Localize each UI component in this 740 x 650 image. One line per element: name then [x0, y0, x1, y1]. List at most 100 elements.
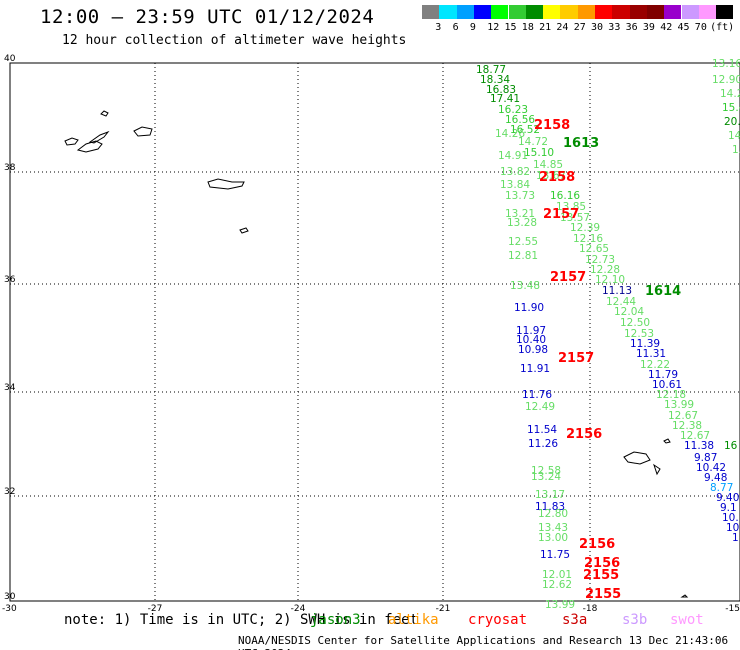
swh-value-label: 16.52 — [510, 124, 540, 136]
swh-value-label: 9.87 — [694, 452, 717, 464]
swh-value-label: 12.65 — [579, 243, 609, 255]
legend-label: 70 — [694, 22, 707, 33]
swh-value-label: 11.83 — [535, 501, 565, 513]
swh-value-label: 16.56 — [505, 114, 535, 126]
latitude-label: 34 — [4, 383, 16, 393]
pass-time-label: 2158 — [539, 170, 575, 185]
satellite-altika-label: altika — [388, 612, 439, 628]
legend-swatch — [629, 5, 647, 19]
legend-label: 30 — [591, 22, 604, 33]
swh-value-label: 12.18 — [656, 389, 686, 401]
latitude-label: 30 — [4, 592, 16, 602]
swh-value-label: 12.01 — [542, 569, 572, 581]
pass-time-label: 2156 — [566, 427, 602, 442]
island-outline — [623, 451, 651, 465]
pass-time-label: 2156 — [579, 537, 615, 552]
latitude-label: 40 — [4, 54, 16, 64]
swh-value-label: 13.99 — [664, 399, 694, 411]
legend-swatch — [577, 5, 595, 19]
swh-value-label: 12.80 — [538, 508, 568, 520]
swh-value-label: 18.77 — [476, 64, 506, 76]
swh-value-label: 12.62 — [542, 579, 572, 591]
swh-value-label: 10.61 — [652, 379, 682, 391]
swh-value-label: 13.48 — [510, 280, 540, 292]
swh-value-label: 11.97 — [516, 325, 546, 337]
legend-swatch — [595, 5, 613, 19]
land-outlines — [64, 110, 689, 598]
swh-value-label: 12.04 — [614, 306, 644, 318]
swh-value-label: 11.26 — [528, 438, 558, 450]
legend-unit: (ft) — [710, 22, 735, 33]
latitude-label: 38 — [4, 163, 16, 173]
legend-swatch — [646, 5, 665, 19]
legend-swatch — [681, 5, 699, 19]
credit-footer: NOAA/NESDIS Center for Satellite Applica… — [238, 634, 729, 650]
map-frame — [9, 62, 740, 602]
swh-value-label: 13.17 — [535, 489, 565, 501]
satellite-swot-label: swot — [670, 612, 704, 628]
swh-value-label: 13.16 — [712, 58, 740, 70]
swh-value-label: 15.10 — [524, 147, 554, 159]
swh-value-label: 12.16 — [573, 233, 603, 245]
island-outline — [76, 140, 103, 153]
satellite-s3b-label: s3b — [622, 612, 648, 628]
swh-value-label: 11.91 — [520, 363, 550, 375]
swh-value-label: 13.00 — [538, 532, 568, 544]
swh-value-label: 1 — [732, 532, 739, 544]
swh-value-label: 10. — [722, 512, 739, 524]
swh-observations: 18.7718.3416.8317.4116.2316.5614.2616.52… — [476, 58, 740, 611]
legend-label: 27 — [573, 22, 586, 33]
legend-swatch — [560, 5, 578, 19]
pass-time-label: 1614 — [645, 284, 681, 299]
swh-value-label: 12.10 — [595, 274, 625, 286]
swh-value-label: 11.13 — [602, 285, 632, 297]
swh-value-label: 14.2 — [720, 88, 740, 100]
legend-label: 21 — [539, 22, 552, 33]
legend-label: 6 — [452, 22, 459, 33]
swh-value-label: 12.28 — [590, 264, 620, 276]
pass-time-label: 2157 — [543, 207, 579, 222]
swh-value-label: 9.1 — [720, 502, 737, 514]
swh-value-label: 12.44 — [606, 296, 636, 308]
island-outline — [100, 110, 109, 117]
swh-value-label: 14.91 — [498, 150, 528, 162]
longitude-label: -21 — [436, 604, 451, 614]
swh-value-label: 12.53 — [624, 328, 654, 340]
swh-value-label: 13.99 — [545, 599, 575, 611]
swh-value-label: 12.73 — [585, 254, 615, 266]
swh-value-label: 13.28 — [507, 217, 537, 229]
swh-value-label: 12.49 — [525, 401, 555, 413]
longitude-label: -15 — [725, 604, 740, 614]
legend-label: 15 — [504, 22, 517, 33]
legend-label: 36 — [625, 22, 638, 33]
legend-label: 3 — [435, 22, 442, 33]
legend-swatch — [473, 5, 492, 19]
swh-value-label: 13.57 — [560, 212, 590, 224]
longitude-label: -24 — [291, 604, 306, 614]
swh-value-label: 12.67 — [680, 430, 710, 442]
swh-value-label: 10.98 — [518, 344, 548, 356]
swh-value-label: 11.38 — [684, 440, 714, 452]
swh-value-label: 12.38 — [672, 420, 702, 432]
swh-value-label: 14.85 — [533, 159, 563, 171]
swh-value-label: 16 — [724, 440, 738, 452]
longitude-label: -27 — [148, 604, 163, 614]
island-outline — [64, 137, 79, 146]
swh-value-label: 14.72 — [518, 136, 548, 148]
legend-label: 39 — [642, 22, 655, 33]
swh-value-label: 11.75 — [540, 549, 570, 561]
swh-value-label: 10 — [726, 522, 739, 534]
swh-value-label: 20. — [724, 116, 740, 128]
legend-swatch — [439, 5, 457, 19]
swh-value-label: 13.21 — [505, 208, 535, 220]
swh-value-label: 11.39 — [630, 338, 660, 350]
swh-value-label: 9.48 — [704, 472, 727, 484]
page-subtitle: 12 hour collection of altimeter wave hei… — [62, 33, 407, 48]
swh-value-label: 14.26 — [495, 128, 525, 140]
pass-time-label: 2157 — [558, 351, 594, 366]
longitude-label: -18 — [583, 604, 598, 614]
swh-value-label: 16.16 — [550, 190, 580, 202]
pass-time-label: 2155 — [583, 568, 619, 583]
